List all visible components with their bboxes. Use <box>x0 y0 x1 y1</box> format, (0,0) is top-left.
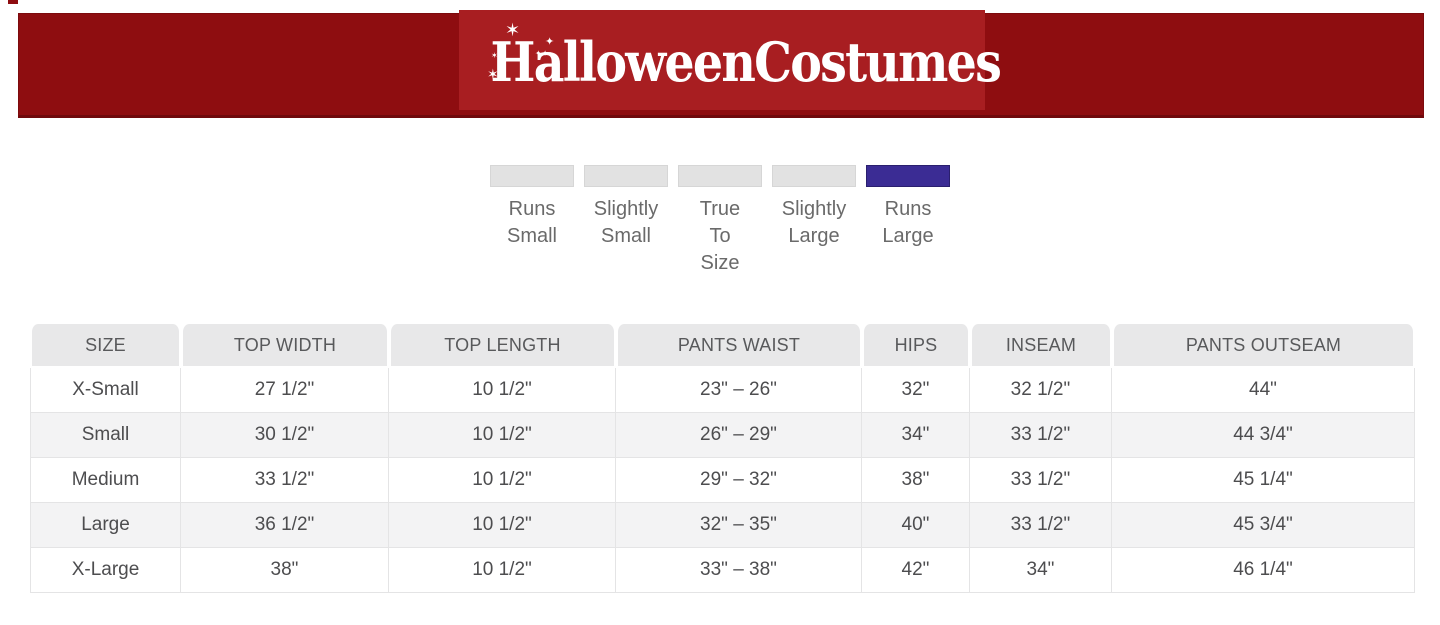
fit-scale-segment-2 <box>584 165 668 187</box>
fit-scale-label-2: Slightly Small <box>593 198 659 247</box>
column-header: HIPS <box>861 324 970 368</box>
column-header: PANTS OUTSEAM <box>1111 324 1415 368</box>
table-cell: 45 1/4" <box>1111 458 1415 503</box>
column-header: SIZE <box>30 324 181 368</box>
sparkle-icon: ✶ <box>505 20 521 41</box>
sparkle-icon: ✦✦ <box>535 49 549 58</box>
table-cell: 26" – 29" <box>615 413 862 458</box>
table-cell: 32" – 35" <box>615 503 862 548</box>
table-cell: 29" – 32" <box>615 458 862 503</box>
top-left-mark <box>8 0 18 4</box>
column-header: PANTS WAIST <box>615 324 862 368</box>
table-cell: 34" <box>969 548 1112 593</box>
table-cell: 10 1/2" <box>388 368 616 413</box>
table-cell: 33" – 38" <box>615 548 862 593</box>
brand-logo-text: HalloweenCostumes <box>490 30 1002 94</box>
table-row: Large 36 1/2" 10 1/2" 32" – 35" 40" 33 1/2" 45… <box>30 503 1415 548</box>
table-cell: 10 1/2" <box>388 503 616 548</box>
table-cell: 10 1/2" <box>388 548 616 593</box>
table-cell: 42" <box>861 548 970 593</box>
column-header: INSEAM <box>969 324 1112 368</box>
table-cell: 33 1/2" <box>969 413 1112 458</box>
fit-scale-label-1: Runs Small <box>506 198 557 247</box>
table-row: Small 30 1/2" 10 1/2" 26" – 29" 34" 33 1/2" 44… <box>30 413 1415 458</box>
fit-scale-labels: Runs Small Slightly Small True To Size Slig… <box>0 196 1440 277</box>
fit-scale-segment-4 <box>772 165 856 187</box>
table-cell: 33 1/2" <box>969 458 1112 503</box>
table-cell: 46 1/4" <box>1111 548 1415 593</box>
size-chart-header-row: SIZE TOP WIDTH TOP LENGTH PANTS WAIST HIPS IN… <box>30 324 1415 368</box>
table-cell: 30 1/2" <box>180 413 389 458</box>
fit-scale-segment-3 <box>678 165 762 187</box>
sparkle-icon: ✶ <box>491 51 498 60</box>
table-cell: 44 3/4" <box>1111 413 1415 458</box>
table-cell: 10 1/2" <box>388 413 616 458</box>
table-cell: 38" <box>861 458 970 503</box>
table-cell: 10 1/2" <box>388 458 616 503</box>
table-cell: 45 3/4" <box>1111 503 1415 548</box>
fit-scale-label-4: Slightly Large <box>781 198 847 247</box>
size-chart-table: SIZE TOP WIDTH TOP LENGTH PANTS WAIST HIPS IN… <box>30 324 1415 593</box>
fit-scale-segment-5 <box>866 165 950 187</box>
sparkle-icon: ✶ <box>487 67 499 83</box>
size-chart: SIZE TOP WIDTH TOP LENGTH PANTS WAIST HIPS IN… <box>30 324 1415 593</box>
table-cell: 23" – 26" <box>615 368 862 413</box>
table-row: X-Large 38" 10 1/2" 33" – 38" 42" 34" 46 1/4" <box>30 548 1415 593</box>
table-cell: 32 1/2" <box>969 368 1112 413</box>
table-cell: 33 1/2" <box>969 503 1112 548</box>
table-cell: 32" <box>861 368 970 413</box>
table-row: Medium 33 1/2" 10 1/2" 29" – 32" 38" 33 1/2" 4… <box>30 458 1415 503</box>
table-cell: Medium <box>30 458 181 503</box>
fit-scale-label-5: Runs Large <box>882 198 934 247</box>
column-header: TOP WIDTH <box>180 324 389 368</box>
table-cell: 36 1/2" <box>180 503 389 548</box>
table-cell: 34" <box>861 413 970 458</box>
table-cell: X-Small <box>30 368 181 413</box>
brand-logo-link[interactable]: ✶ ✦ ✶ ✶ ✦✦ HalloweenCostumes <box>459 10 1002 110</box>
table-cell: 38" <box>180 548 389 593</box>
table-cell: Small <box>30 413 181 458</box>
fit-scale-label-3: True To Size <box>699 198 741 274</box>
sparkle-icon: ✦ <box>545 35 555 48</box>
table-cell: X-Large <box>30 548 181 593</box>
table-cell: 44" <box>1111 368 1415 413</box>
table-cell: Large <box>30 503 181 548</box>
fit-scale: Runs Small Slightly Small True To Size Slig… <box>0 165 1440 277</box>
table-cell: 33 1/2" <box>180 458 389 503</box>
size-chart-body: X-Small 27 1/2" 10 1/2" 23" – 26" 32" 32 1/2"… <box>30 368 1415 593</box>
fit-scale-segments <box>0 165 1440 187</box>
fit-scale-segment-1 <box>490 165 574 187</box>
column-header: TOP LENGTH <box>388 324 616 368</box>
table-row: X-Small 27 1/2" 10 1/2" 23" – 26" 32" 32 1/2"… <box>30 368 1415 413</box>
table-cell: 40" <box>861 503 970 548</box>
table-cell: 27 1/2" <box>180 368 389 413</box>
